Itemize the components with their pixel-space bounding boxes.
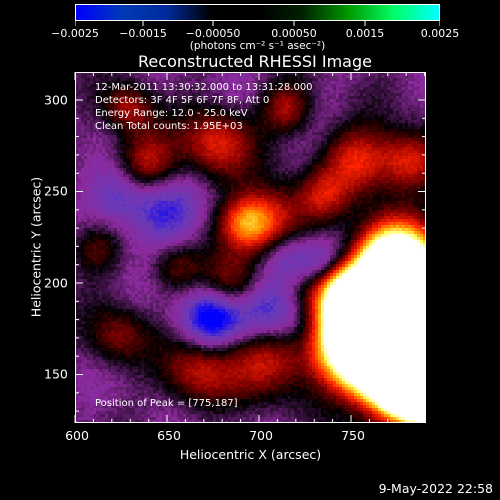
info-energy: Energy Range: 12.0 - 25.0 keV bbox=[95, 108, 248, 119]
info-time: 12-Mar-2011 13:30:32.000 to 13:31:28.000 bbox=[95, 82, 313, 93]
y-tick-label: 300 bbox=[44, 92, 68, 108]
image-title: Reconstructed RHESSI Image bbox=[138, 52, 372, 71]
colorbar-ticks bbox=[75, 21, 440, 26]
x-axis-label: Heliocentric X (arcsec) bbox=[179, 447, 322, 462]
info-detectors: Detectors: 3F 4F 5F 6F 7F 8F, Att 0 bbox=[95, 95, 270, 106]
y-tick-label: 200 bbox=[44, 275, 68, 291]
colorbar-tick-label: −0.00050 bbox=[185, 27, 241, 40]
rhessi-image bbox=[75, 72, 426, 423]
x-tick-label: 700 bbox=[249, 428, 273, 443]
colorbar bbox=[75, 4, 440, 21]
x-tick-label: 750 bbox=[341, 428, 365, 443]
colorbar-tick-label: 0.0015 bbox=[345, 27, 385, 40]
y-tick-label: 150 bbox=[44, 366, 68, 382]
x-tick-label: 650 bbox=[157, 428, 181, 443]
x-tick-label: 600 bbox=[65, 428, 89, 443]
colorbar-tick-label: 0.00050 bbox=[271, 27, 317, 40]
colorbar-tick-label: −0.0025 bbox=[51, 27, 99, 40]
colorbar-tick-label: 0.0025 bbox=[420, 27, 460, 40]
info-method: Clean Total counts: 1.95E+03 bbox=[95, 121, 243, 132]
y-tick-label: 250 bbox=[44, 183, 68, 199]
plot-frame bbox=[75, 72, 426, 423]
colorbar-tick-label: −0.0015 bbox=[119, 27, 167, 40]
colorbar-units: (photons cm⁻² s⁻¹ asec⁻²) bbox=[189, 40, 326, 52]
peak-position: Position of Peak = [775,187] bbox=[95, 398, 238, 409]
timestamp: 9-May-2022 22:58 bbox=[378, 481, 493, 496]
